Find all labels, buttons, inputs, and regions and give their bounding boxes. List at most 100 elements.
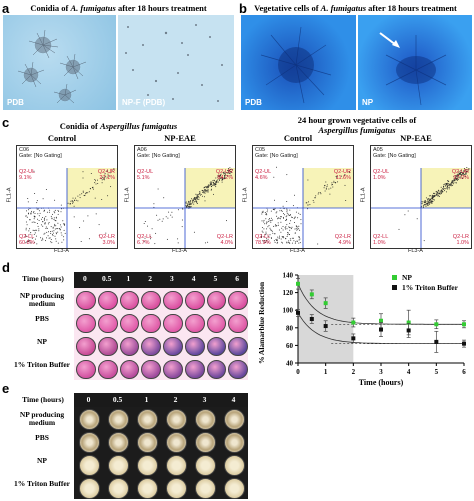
quadrant-ul-value: 4.6%	[255, 175, 268, 181]
quadrant-ur-value: 97.0%	[453, 175, 469, 181]
quadrant-lr-value: 3.0%	[102, 240, 115, 246]
flow-y-axis-label: FL1-A	[124, 187, 131, 203]
plate-time-header: 2	[173, 395, 178, 404]
alamarblue-plate: Time (hours) 0 0.5 1 2 3 4 5 6 NP producing mediu…	[12, 272, 248, 382]
micrograph-b-np: NP	[358, 15, 472, 110]
plate-well	[228, 313, 248, 334]
data-point-np	[309, 292, 314, 297]
quadrant-ur-value: 84.2%	[217, 175, 233, 181]
flow-sample-id: A05	[373, 147, 383, 153]
flow-plot-heading: NP-EAE	[164, 133, 196, 143]
data-point-triton	[434, 339, 439, 344]
quadrant-lr-value: 4.0%	[220, 240, 233, 246]
flow-plot-1: C06 Gate: [No Gating] Q2-UL 9.1% Q2-UR 27.1% Q…	[16, 145, 118, 249]
plate-well	[108, 409, 129, 430]
plate-well	[97, 336, 118, 357]
quadrant-lr-name: Q2-LR	[98, 234, 115, 240]
quadrant-ul-value: 9.1%	[19, 175, 32, 181]
plate-time-header: 0	[83, 274, 87, 283]
plate-well	[119, 290, 140, 311]
plate-well	[76, 290, 96, 311]
fungal-colonies-image	[17, 29, 87, 104]
legend-entry: 1% Triton Buffer	[402, 283, 459, 292]
panel-a-title: Conidia of A. fumigatus after 18 hours t…	[30, 3, 207, 13]
plate-well	[137, 432, 158, 453]
plate-well	[195, 432, 216, 453]
y-axis-label: % Alamarblue Reduction	[257, 281, 266, 364]
plate-time-header: 5	[213, 274, 218, 283]
flow-gate-label: Gate: [No Gating]	[137, 153, 180, 159]
plate-well	[163, 336, 183, 357]
plate-row-label: 1% Triton Buffer	[14, 478, 70, 488]
plate-well	[76, 359, 96, 380]
growth-plate: Time (hours) 0 0.5 1 2 3 4 NP producing medium P…	[12, 393, 248, 499]
plate-header-label: Time (hours)	[22, 395, 64, 404]
plate-time-header: 3	[202, 395, 207, 404]
micrograph-a-pdb: PDB	[3, 15, 116, 110]
plate-time-header: 0.5	[101, 274, 112, 283]
plate-well	[137, 455, 158, 476]
flow-y-axis-label: FL1-A	[242, 187, 249, 203]
data-point-np	[379, 318, 383, 323]
data-point-triton	[296, 310, 300, 315]
flow-scatter-points	[17, 168, 117, 248]
plate-well	[79, 409, 100, 430]
flow-y-axis-label: FL1-A	[6, 187, 13, 203]
data-point-triton	[323, 324, 328, 329]
plate-well	[228, 336, 248, 357]
plate-well	[137, 478, 158, 499]
legend-swatch	[392, 285, 397, 290]
flow-scatter-points	[253, 166, 353, 248]
plate-well	[119, 336, 140, 357]
plate-well	[141, 336, 161, 357]
flow-x-axis-label: FL3-A	[172, 248, 187, 254]
plate-well	[79, 432, 100, 453]
plate-well	[224, 455, 245, 476]
panel-c-right-title: 24 hour grown vegetative cells of Asperg…	[297, 115, 417, 135]
quadrant-ul-name: Q2-UL	[19, 169, 36, 175]
plate-well	[79, 478, 100, 499]
data-point-triton	[462, 341, 466, 346]
quadrant-ur-value: 11.6%	[335, 175, 351, 181]
quadrant-ur-value: 27.1%	[99, 175, 115, 181]
plate-well	[108, 432, 129, 453]
y-tick-label: 100	[283, 307, 294, 315]
data-point-np	[323, 301, 328, 306]
plate-well	[163, 313, 183, 334]
plate-well	[195, 455, 216, 476]
panel-c-left-title: Conidia of Aspergillus fumigatus	[59, 121, 178, 131]
plate-time-header: 6	[235, 274, 239, 283]
flow-sample-id: C05	[255, 147, 266, 153]
plate-well	[184, 313, 205, 334]
micrograph-b-left-tag: PDB	[245, 98, 262, 107]
quadrant-lr-value: 1.0%	[456, 240, 469, 246]
quadrant-lr-value: 4.9%	[338, 240, 351, 246]
data-point-triton	[309, 317, 314, 321]
x-tick-label: 5	[435, 368, 439, 376]
flow-plot-heading: Control	[283, 133, 313, 143]
flow-plot-3: C05 Gate: [No Gating] Q2-UL 4.6% Q2-UR 11.6% Q…	[252, 145, 354, 249]
quadrant-lr-name: Q2-LR	[334, 234, 351, 240]
plate-well	[184, 359, 205, 380]
quadrant-ll-value: 1.0%	[373, 240, 386, 246]
data-point-np	[351, 320, 356, 325]
data-point-triton	[351, 336, 356, 341]
y-tick-label: 120	[283, 289, 294, 297]
data-point-np	[406, 320, 411, 325]
micrograph-a-left-tag: PDB	[7, 98, 24, 107]
flow-scatter-points	[135, 167, 235, 248]
plate-well	[228, 290, 248, 311]
quadrant-ul-value: 1.0%	[373, 175, 386, 181]
flow-gate-label: Gate: [No Gating]	[373, 153, 416, 159]
plate-well	[141, 359, 161, 380]
flow-plot-heading: Control	[47, 133, 77, 143]
plate-row-label: PBS	[35, 432, 49, 442]
plate-well	[206, 290, 227, 311]
plate-well	[97, 359, 118, 380]
quadrant-ur-fill	[185, 168, 235, 208]
flow-plot-4: A05 Gate: [No Gating] Q2-UL 1.0% Q2-UR 97.0% Q…	[370, 145, 472, 249]
flow-sample-id: C06	[19, 147, 30, 153]
dispersed-conidia-image	[125, 24, 223, 102]
flow-sample-id: A06	[137, 147, 147, 153]
plate-time-header: 4	[231, 395, 236, 404]
